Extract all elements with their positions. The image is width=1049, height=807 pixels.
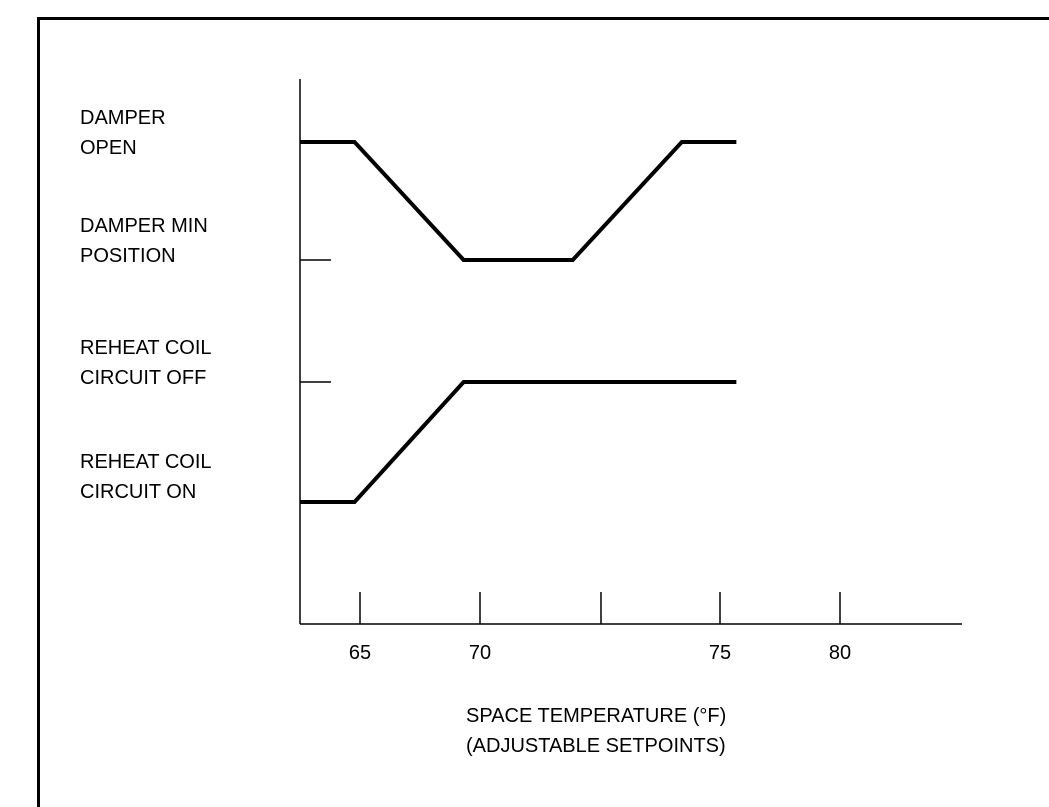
- x-tick-label: 80: [829, 642, 851, 664]
- y-level-label: DAMPER: [80, 107, 166, 129]
- y-level-label: CIRCUIT OFF: [80, 367, 206, 389]
- figure-frame: [37, 17, 1049, 807]
- y-level-labels: DAMPER OPEN DAMPER MIN POSITION REHEAT COIL C…: [80, 107, 212, 503]
- series-line-reheat: [300, 380, 737, 504]
- x-tick-label: 70: [469, 642, 491, 664]
- y-level-label: CIRCUIT ON: [80, 481, 196, 503]
- x-axis-title-line-1: SPACE TEMPERATURE (°F): [466, 705, 726, 727]
- y-level-label: REHEAT COIL: [80, 451, 212, 473]
- y-level-label: OPEN: [80, 137, 137, 159]
- y-level-label: REHEAT COIL: [80, 337, 212, 359]
- series-lines: [300, 140, 737, 504]
- tick-marks: [300, 259, 841, 624]
- y-level-label: POSITION: [80, 245, 176, 267]
- x-tick-labels: 65 70 75 80: [349, 642, 851, 664]
- x-axis-title-line-2: (ADJUSTABLE SETPOINTS): [466, 735, 726, 757]
- series-line-damper: [300, 140, 737, 262]
- x-tick-label: 75: [709, 642, 731, 664]
- x-tick-label: 65: [349, 642, 371, 664]
- y-level-label: DAMPER MIN: [80, 215, 208, 237]
